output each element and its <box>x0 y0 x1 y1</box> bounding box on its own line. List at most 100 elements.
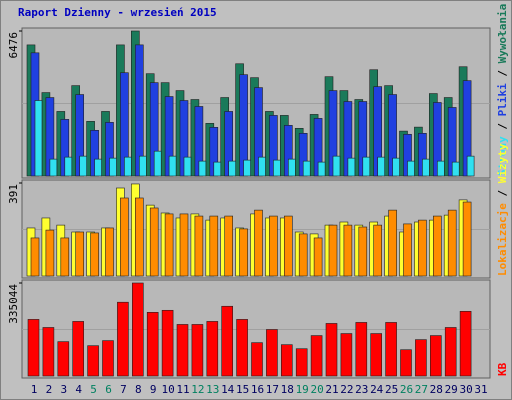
bar <box>30 237 40 277</box>
bar <box>209 215 219 277</box>
x-tick-label: 20 <box>310 383 323 396</box>
bar <box>146 312 159 377</box>
bar <box>42 327 55 377</box>
x-tick-label: 10 <box>161 383 174 396</box>
bar <box>90 232 99 277</box>
bar <box>313 237 323 277</box>
bar <box>243 159 251 177</box>
bar <box>124 156 132 177</box>
legend-separator: / <box>496 183 509 203</box>
bar <box>213 161 222 177</box>
bar <box>444 327 457 377</box>
bar <box>298 233 308 277</box>
bar <box>94 158 102 177</box>
x-tick-label: 30 <box>459 383 472 396</box>
x-tick-label: 2 <box>46 383 53 396</box>
bar <box>392 157 400 177</box>
x-tick-label: 13 <box>206 383 219 396</box>
bar <box>355 322 368 377</box>
chart-title: Raport Dzienny - wrzesień 2015 <box>18 6 217 19</box>
x-tick-label: 12 <box>191 383 204 396</box>
bar <box>287 158 296 177</box>
bar <box>251 342 263 377</box>
bar <box>57 341 70 377</box>
bar <box>194 215 204 277</box>
bar <box>153 150 162 177</box>
bar <box>466 155 475 177</box>
bar <box>258 156 266 177</box>
bar <box>347 157 356 177</box>
bar <box>164 213 174 277</box>
bar <box>370 333 383 377</box>
bar <box>310 335 323 377</box>
y-tick-label: 335044 <box>7 284 20 324</box>
bar <box>459 311 472 377</box>
bar <box>415 339 427 377</box>
x-tick-label: 4 <box>75 383 82 396</box>
bar <box>273 159 281 177</box>
bar <box>317 161 326 177</box>
y-tick-label: 6476 <box>7 32 20 59</box>
bar <box>139 155 147 177</box>
x-tick-label: 19 <box>296 383 309 396</box>
bar <box>79 155 87 177</box>
bar <box>462 201 472 277</box>
bar <box>72 321 84 377</box>
bar <box>302 160 311 177</box>
bar <box>266 329 278 377</box>
bar <box>75 231 84 277</box>
bar <box>385 322 397 377</box>
bar <box>407 160 415 177</box>
bar <box>400 349 412 377</box>
bar <box>236 319 248 377</box>
bar <box>239 228 248 277</box>
x-tick-label: 21 <box>325 383 338 396</box>
legend: KB <box>496 362 509 376</box>
x-tick-label: 18 <box>281 383 294 396</box>
x-tick-label: 9 <box>150 383 157 396</box>
x-tick-label: 23 <box>355 383 368 396</box>
bar <box>429 335 442 377</box>
bar <box>325 323 338 377</box>
bar <box>198 160 207 177</box>
x-tick-label: 28 <box>430 383 443 396</box>
bar <box>102 340 114 377</box>
bar <box>183 156 192 177</box>
bar <box>64 156 73 177</box>
legend-entry: Lokalizacje <box>496 203 509 276</box>
legend-entry: Wizyty <box>496 143 509 183</box>
bar <box>343 224 353 277</box>
x-tick-label: 29 <box>445 383 458 396</box>
bar <box>228 160 236 177</box>
bar <box>362 156 371 177</box>
x-tick-label: 25 <box>385 383 398 396</box>
bar <box>224 215 233 277</box>
bar <box>191 324 204 377</box>
bar <box>60 237 70 277</box>
x-tick-label: 17 <box>266 383 279 396</box>
bar <box>388 209 397 277</box>
bar <box>176 324 189 377</box>
bar <box>328 224 338 277</box>
legend-entry: KB <box>496 362 509 376</box>
bar <box>132 282 144 377</box>
x-tick-label: 16 <box>251 383 264 396</box>
bar <box>373 224 383 277</box>
bar <box>135 197 144 277</box>
bar <box>168 155 177 177</box>
bar <box>161 309 174 377</box>
x-tick-label: 11 <box>176 383 189 396</box>
x-tick-label: 5 <box>90 383 97 396</box>
x-tick-label: 24 <box>370 383 384 396</box>
bar <box>49 158 58 177</box>
bar <box>34 100 43 177</box>
bar <box>432 215 442 277</box>
legend: Strony / Pliki / Wywołania <box>496 4 509 176</box>
bar <box>117 301 129 377</box>
bar <box>447 209 457 277</box>
bar <box>254 209 263 277</box>
bar <box>120 197 129 277</box>
legend-separator: / <box>496 63 509 83</box>
y-tick-label: 391 <box>7 184 20 204</box>
